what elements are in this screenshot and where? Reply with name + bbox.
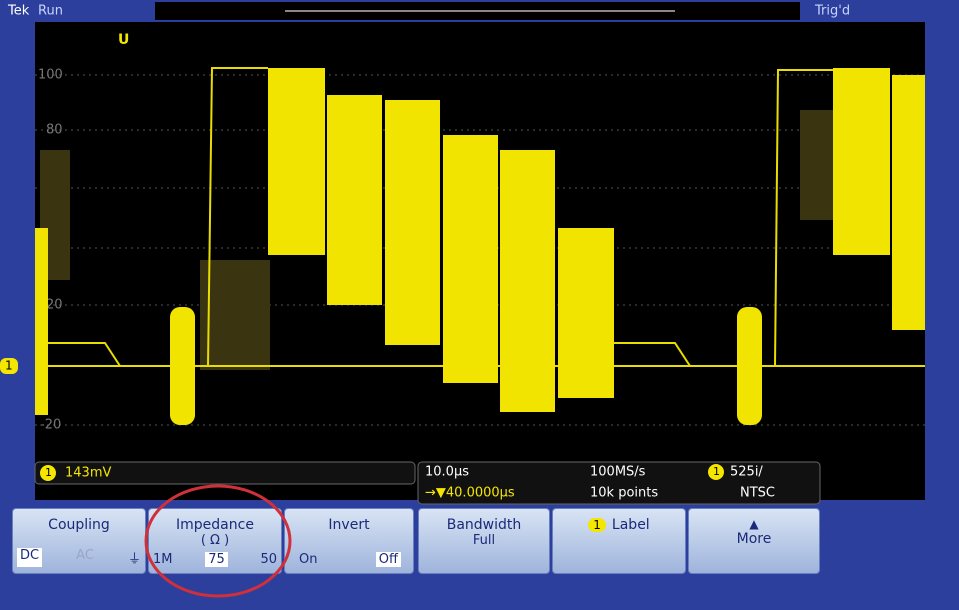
option: Off — [375, 552, 401, 567]
position: →▼40.0000µs — [425, 486, 515, 501]
grat-label: 20 — [46, 298, 63, 313]
option: 75 — [205, 552, 228, 567]
bandwidth-button[interactable]: Bandwidth Full — [418, 508, 550, 574]
brand: Tek — [7, 4, 30, 19]
label: More — [736, 531, 772, 547]
option: On — [299, 552, 318, 567]
ch-readout — [34, 461, 416, 485]
value: Full — [472, 533, 496, 548]
trig-channel: 1 — [713, 465, 720, 478]
ch-scale: 143mV — [65, 466, 111, 481]
run-state: Run — [38, 4, 63, 19]
grat-label: -20 — [40, 418, 61, 433]
option: ⏚ — [127, 552, 141, 567]
grat-label: 100 — [38, 68, 63, 83]
cursor-marker: U — [118, 32, 129, 48]
label-button[interactable]: 1 Label — [552, 508, 686, 574]
label: Invert — [328, 517, 370, 533]
sample-rate: 100MS/s — [590, 465, 646, 480]
label: Label — [611, 517, 650, 533]
label: Bandwidth — [446, 517, 522, 533]
grat-label: 80 — [46, 123, 63, 138]
impedance-button[interactable]: Impedance ( Ω ) 1M 75 50 — [148, 508, 282, 574]
trig-badge — [708, 464, 724, 480]
label: Impedance — [176, 517, 254, 533]
unit: ( Ω ) — [200, 533, 230, 548]
timebase: 10.0µs — [425, 465, 469, 480]
record-length: 10k points — [590, 486, 658, 501]
persistence — [40, 110, 835, 370]
video-bursts — [35, 68, 925, 425]
ch-badge — [40, 465, 56, 481]
more-button[interactable]: ▲ More — [688, 508, 820, 574]
ch-marker-bg — [0, 358, 18, 374]
option: 50 — [260, 552, 277, 567]
coupling-button[interactable]: Coupling DC AC ⏚ — [12, 508, 146, 574]
label: Coupling — [48, 517, 110, 533]
channel-marker: 1 — [5, 359, 13, 373]
option: AC — [76, 548, 94, 563]
trig-format: 525i/ — [730, 465, 763, 480]
trigger-status: Trig'd — [814, 4, 850, 19]
badge: 1 — [588, 518, 606, 532]
invert-button[interactable]: Invert On Off — [284, 508, 414, 574]
trig-standard: NTSC — [740, 486, 775, 501]
option: DC — [17, 548, 43, 567]
option: 1M — [153, 552, 173, 567]
ch-badge-text: 1 — [45, 466, 52, 479]
